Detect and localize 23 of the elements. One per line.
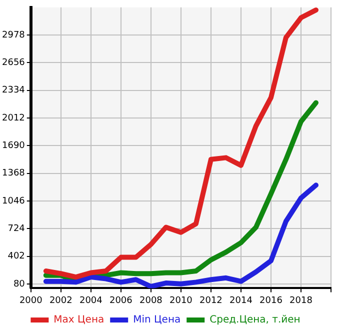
x-tick-label: 2008: [139, 296, 163, 306]
y-tick-label: 80: [13, 279, 26, 290]
y-tick-label: 2978: [2, 30, 26, 40]
x-tick-label: 2012: [200, 296, 222, 306]
y-tick-label: 1368: [2, 168, 26, 179]
y-tick-label: 1690: [2, 140, 26, 151]
y-tick-label: 724: [8, 224, 26, 234]
y-tick-label: 2656: [2, 58, 26, 68]
x-tick-label: 2006: [109, 296, 133, 306]
y-tick-label: 402: [8, 252, 25, 262]
legend-label: Сред.Цена, т.йен: [210, 314, 300, 326]
y-tick-label: 2334: [2, 86, 26, 96]
legend-label: Min Цена: [133, 314, 181, 326]
y-tick-label: 1046: [2, 196, 26, 206]
x-tick-label: 2004: [79, 296, 103, 306]
x-tick-label: 2010: [170, 296, 193, 306]
x-tick-label: 2000: [19, 296, 43, 306]
x-tick-label: 2002: [49, 296, 72, 306]
x-tick-label: 2018: [290, 296, 313, 306]
x-tick-label: 2014: [230, 296, 253, 306]
y-tick-label: 2012: [2, 113, 25, 124]
legend-label: Max Цена: [54, 314, 104, 326]
x-tick-label: 2016: [260, 296, 283, 306]
